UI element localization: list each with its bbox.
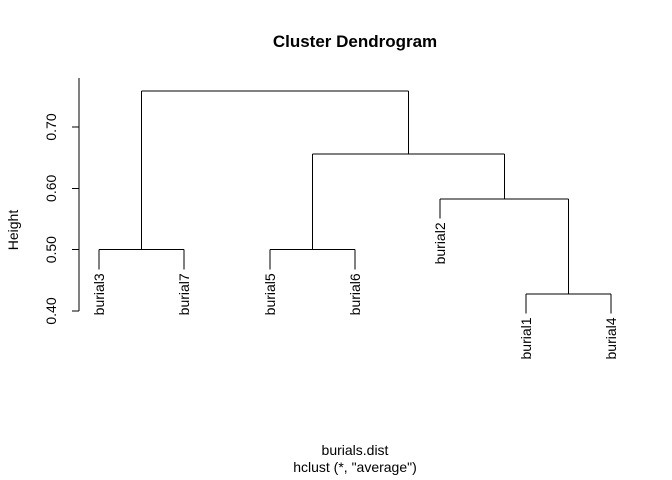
subtitle: hclust (*, "average") — [293, 459, 417, 475]
leaf-label-burial5: burial5 — [262, 273, 278, 315]
leaf-label-burial2: burial2 — [432, 222, 448, 264]
y-tick-label: 0.60 — [43, 174, 59, 201]
leaf-label-burial4: burial4 — [603, 317, 619, 359]
y-tick-label: 0.40 — [43, 297, 59, 324]
chart-title: Cluster Dendrogram — [273, 32, 437, 51]
leaf-label-burial6: burial6 — [347, 273, 363, 315]
leaf-label-burial1: burial1 — [518, 317, 534, 359]
x-axis-label: burials.dist — [322, 442, 389, 458]
y-tick-label: 0.70 — [43, 113, 59, 140]
leaf-labels: burial3 burial7 burial5 burial6 burial2 buria… — [91, 222, 619, 359]
leaf-label-burial3: burial3 — [91, 273, 107, 315]
y-tick-label: 0.50 — [43, 236, 59, 263]
y-ticks: 0.40 0.50 0.60 0.70 — [43, 113, 79, 325]
y-axis-label: Height — [5, 210, 21, 251]
leaf-label-burial7: burial7 — [176, 273, 192, 315]
dendrogram-branches — [98, 90, 612, 314]
